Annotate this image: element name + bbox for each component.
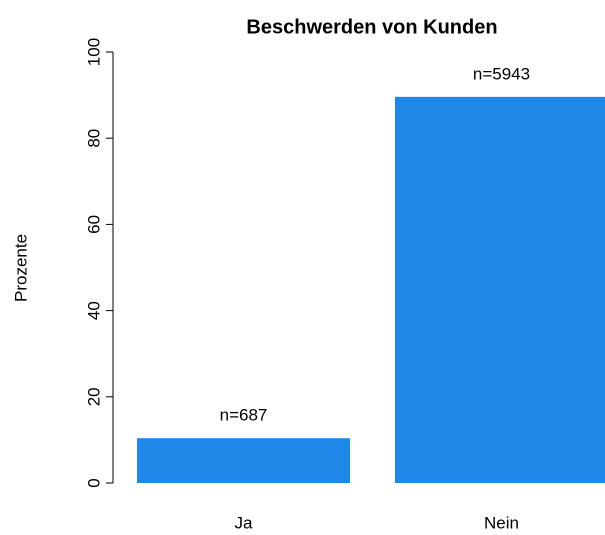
y-tick-label: 40 — [84, 301, 103, 320]
y-axis-label: Prozente — [11, 234, 30, 302]
bar-label: n=5943 — [473, 64, 530, 83]
chart-title: Beschwerden von Kunden — [246, 16, 497, 38]
bar-label: n=687 — [220, 406, 268, 425]
y-tick-label: 100 — [84, 38, 103, 66]
x-tick-label: Nein — [484, 513, 519, 532]
y-tick-label: 80 — [84, 129, 103, 148]
bar — [395, 96, 605, 483]
y-tick-label: 20 — [84, 387, 103, 406]
y-tick-label: 0 — [84, 478, 103, 487]
y-tick-label: 60 — [84, 215, 103, 234]
bar — [137, 438, 350, 483]
x-tick-label: Ja — [235, 513, 254, 532]
